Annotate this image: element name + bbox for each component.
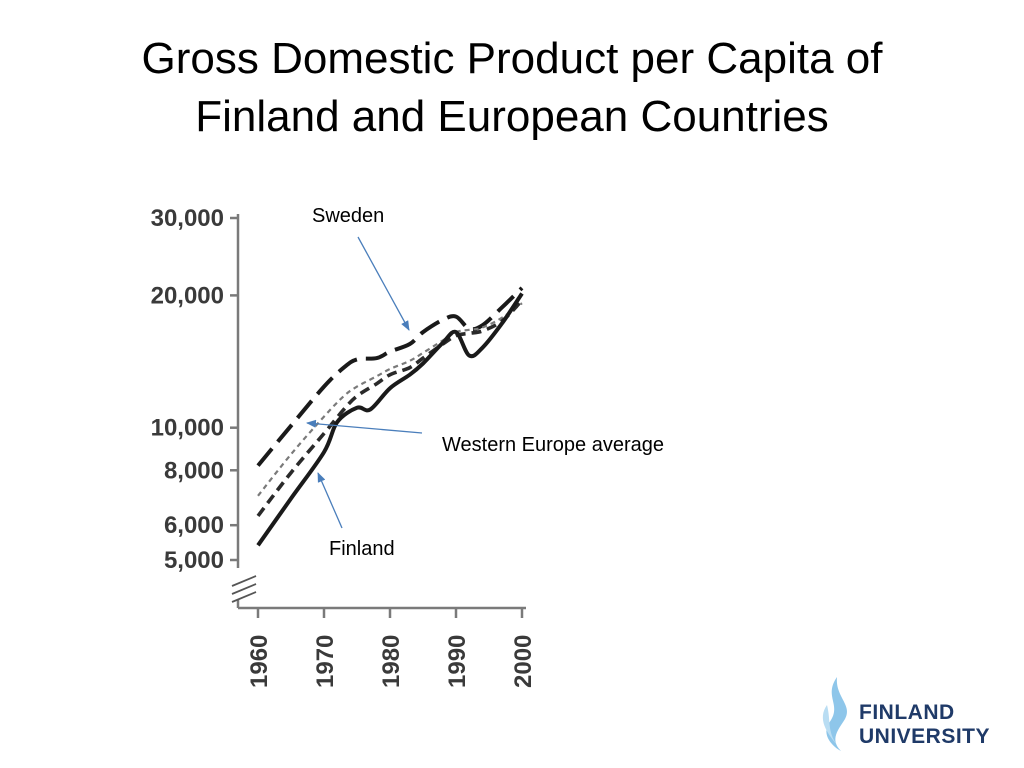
y-tick-label: 10,000: [151, 415, 224, 442]
western-europe-arrow: [306, 419, 423, 434]
series-line-finland: [256, 292, 524, 547]
series-line-western-europe-average: [257, 302, 523, 497]
y-tick-label: 8,000: [164, 457, 224, 484]
x-tick-label: 1990: [444, 635, 471, 688]
axis-break-mark: [231, 575, 257, 587]
finland-university-logo: FINLAND UNIVERSITY: [815, 675, 1005, 755]
annotation-finland: Finland: [329, 538, 395, 560]
page-title: Gross Domestic Product per Capita of Fin…: [0, 30, 1024, 146]
y-tick-label: 6,000: [164, 512, 224, 539]
logo-line-2: UNIVERSITY: [859, 725, 991, 748]
y-tick-label: 30,000: [151, 205, 224, 232]
title-line-1: Gross Domestic Product per Capita of: [141, 34, 883, 83]
annotation-arrows: [306, 236, 423, 529]
x-tick-label: 1970: [312, 635, 339, 688]
axis-break-mark: [231, 591, 257, 603]
annotation-western-europe: Western Europe average: [442, 434, 664, 456]
chart-series: [256, 286, 524, 547]
chart-axes: 30,000 20,000 10,000 8,000 6,000 5,000 1960 197…: [151, 205, 537, 688]
axis-break-mark: [231, 583, 257, 595]
x-tick-label: 1980: [378, 635, 405, 688]
y-tick-label: 5,000: [164, 547, 224, 574]
logo-line-1: FINLAND: [859, 701, 955, 724]
x-tick-label: 2000: [510, 635, 537, 688]
series-line-series-3: [256, 298, 524, 517]
logo-flame-icon: [822, 677, 848, 751]
finland-arrow: [317, 472, 343, 529]
y-tick-label: 20,000: [151, 282, 224, 309]
x-tick-label: 1960: [246, 635, 273, 688]
annotation-sweden: Sweden: [312, 205, 385, 227]
title-line-2: Finland and European Countries: [195, 92, 829, 141]
sweden-arrow: [357, 236, 410, 331]
